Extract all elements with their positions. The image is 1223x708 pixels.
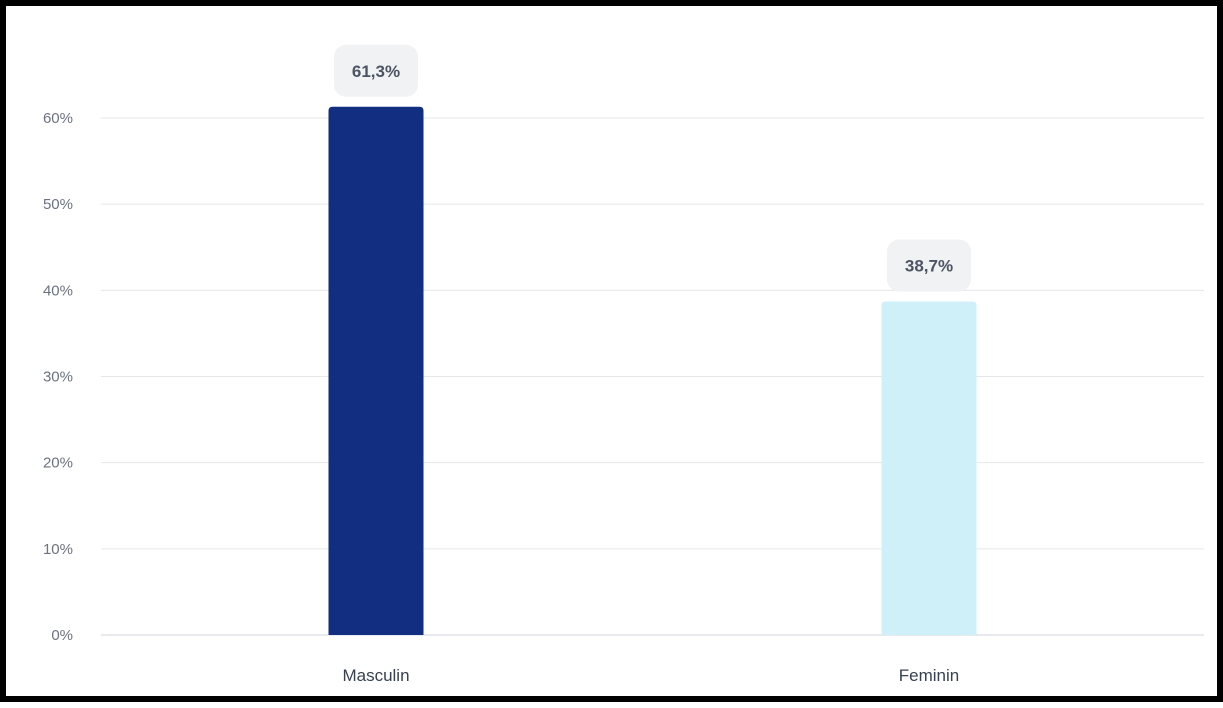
data-label: 38,7% [905, 257, 953, 276]
data-label: 61,3% [352, 62, 400, 81]
bar-feminin[interactable] [881, 301, 977, 635]
y-tick-label: 50% [43, 196, 73, 213]
x-axis-category-labels: Masculin Feminin [342, 666, 959, 685]
bars [328, 106, 977, 635]
y-tick-label: 10% [43, 541, 73, 558]
data-label-pill [887, 239, 971, 292]
y-tick-label: 40% [43, 282, 73, 299]
y-axis-tick-labels: 0% 10% 20% 30% 40% 50% 60% [43, 110, 73, 644]
bar-chart: 0% 10% 20% 30% 40% 50% 60% 61,3% 38,7% Masculin… [43, 44, 1204, 685]
bar-masculin[interactable] [328, 106, 424, 635]
data-label-pill [334, 44, 418, 97]
x-category-label: Feminin [899, 666, 959, 685]
y-tick-label: 30% [43, 369, 73, 386]
x-category-label: Masculin [342, 666, 409, 685]
y-tick-label: 0% [51, 627, 73, 644]
y-tick-label: 20% [43, 455, 73, 472]
data-labels: 61,3% 38,7% [334, 44, 971, 292]
gridlines [101, 117, 1204, 636]
y-tick-label: 60% [43, 110, 73, 127]
